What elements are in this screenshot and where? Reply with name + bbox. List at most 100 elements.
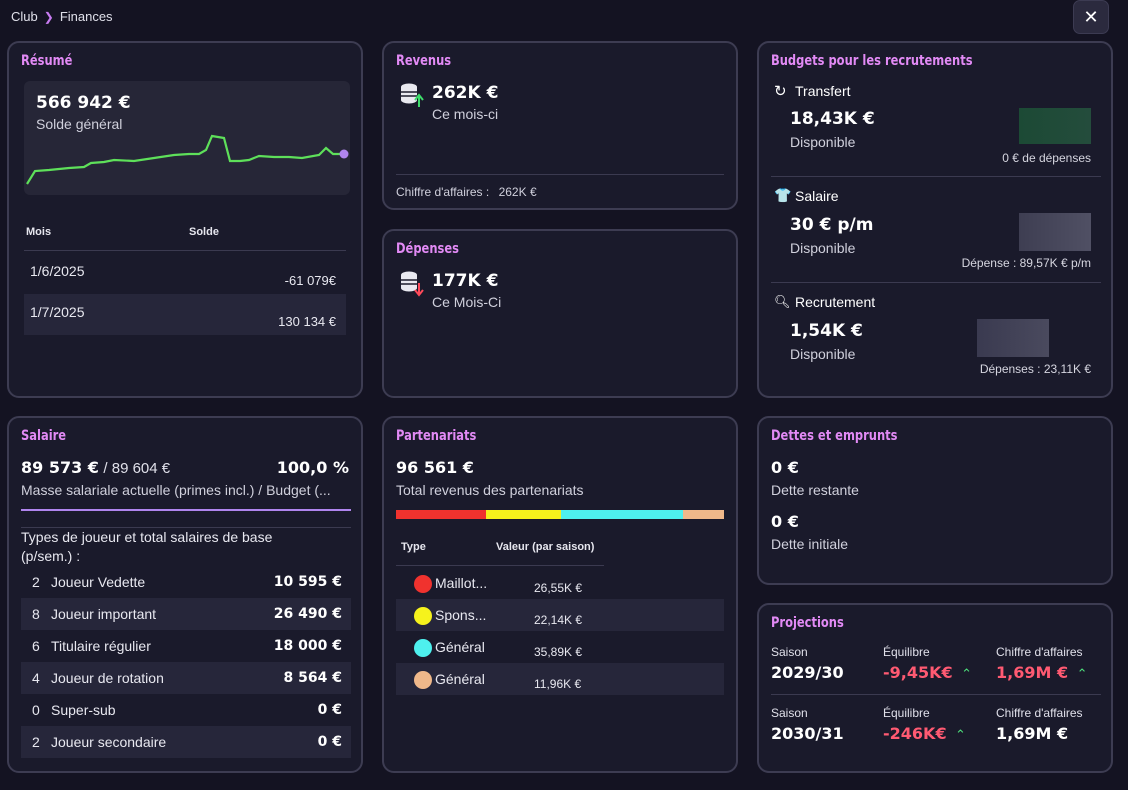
close-button[interactable]: ✕ <box>1073 0 1109 34</box>
debt-initial: 0 € <box>771 512 799 531</box>
resume-row: 1/7/2025 130 134 € <box>24 294 346 335</box>
shirt-icon: 👕 <box>774 187 792 203</box>
partnership-stacked-bar <box>396 510 724 519</box>
depenses-card: Dépenses 177K € Ce Mois-Ci <box>382 229 738 398</box>
breadcrumb-finances: Finances <box>59 9 113 24</box>
general-balance-label: Solde général <box>36 116 123 132</box>
wage-amount: 26 490 € <box>273 606 342 622</box>
partner-value: 22,14K € <box>534 613 583 627</box>
debt-remaining-label: Dette restante <box>771 482 859 498</box>
budget-transfert: ↻ Transfert 18,43K € Disponible 0 € de d… <box>759 79 1111 179</box>
wage-row: 0 Super-sub 0 € <box>21 694 351 726</box>
wage-amount: 10 595 € <box>273 574 342 590</box>
partner-rows: Maillot... 26,55K € Spons... 22,14K € Généra… <box>396 567 724 695</box>
coins-up-icon <box>401 83 424 107</box>
budget-note: Dépenses : 23,11K € <box>979 362 1091 376</box>
wage-progress-fill <box>21 509 351 511</box>
wage-count: 2 <box>32 574 40 590</box>
revenus-period: Ce mois-ci <box>432 106 499 122</box>
wage-percent: 100,0 % <box>276 458 349 477</box>
debt-remaining: 0 € <box>771 458 799 477</box>
partner-type: Général <box>435 671 485 687</box>
projections-title: Projections <box>771 615 844 631</box>
wage-summary: 89 573 € / 89 604 € <box>21 458 170 478</box>
wage-type: Titulaire régulier <box>51 638 151 654</box>
balance-label: Équilibre <box>883 706 930 720</box>
projections-card: Projections Saison 2029/30 Équilibre -9,… <box>757 603 1113 773</box>
refresh-icon: ↻ <box>774 83 787 100</box>
partner-value: 35,89K € <box>534 645 583 659</box>
wage-row: 2 Joueur Vedette 10 595 € <box>21 566 351 598</box>
partnership-bar-segment <box>396 510 487 519</box>
wage-amount: 18 000 € <box>273 638 342 654</box>
wage-count: 2 <box>32 734 40 750</box>
depenses-amount: 177K € <box>432 271 499 291</box>
wage-caption: Masse salariale actuelle (primes incl.) … <box>21 482 331 498</box>
chevron-right-icon: ❯ <box>43 9 54 24</box>
balance-amount: -9,45K€ <box>883 663 953 682</box>
dettes-title: Dettes et emprunts <box>771 428 898 444</box>
wage-row: 4 Joueur de rotation 8 564 € <box>21 662 351 694</box>
revenus-footer: Chiffre d'affaires : 262K € <box>396 185 537 199</box>
budget-name: Transfert <box>795 83 851 99</box>
budget-name: Salaire <box>795 188 839 204</box>
col-value: Valeur (par saison) <box>496 541 595 553</box>
partner-color-dot <box>414 575 432 593</box>
partner-value: 11,96K € <box>534 677 582 691</box>
partenariats-card: Partenariats 96 561 € Total revenus des … <box>382 416 738 773</box>
close-icon: ✕ <box>1083 6 1099 27</box>
resume-title: Résumé <box>21 53 73 69</box>
wage-count: 6 <box>32 638 40 654</box>
revenue-amount: 1,69M € <box>996 724 1069 743</box>
wage-progress-bar <box>21 509 351 511</box>
budget-salaire: 👕 Salaire 30 € p/m Disponible Dépense : … <box>759 187 1111 277</box>
chevron-up-icon: ⌃ <box>961 666 973 681</box>
row-month: 1/6/2025 <box>30 263 85 279</box>
budget-label: Disponible <box>790 240 856 256</box>
partner-type: Général <box>435 639 485 655</box>
partnership-bar-segment <box>561 510 684 519</box>
partner-value: 26,55K € <box>534 581 583 595</box>
revenue-value: 1,69M € ⌃ <box>996 663 1087 683</box>
season-label: Saison <box>771 645 808 659</box>
partenariats-title: Partenariats <box>396 428 477 444</box>
budget-bar <box>1019 108 1091 144</box>
wage-count: 0 <box>32 702 40 718</box>
row-balance: 130 134 € <box>278 314 336 329</box>
partnership-bar-segment <box>486 510 562 519</box>
partner-row: Général 35,89K € <box>396 631 724 663</box>
revenue-label: Chiffre d'affaires <box>996 645 1083 659</box>
partnership-bar-segment <box>683 510 724 519</box>
chevron-up-icon: ⌃ <box>955 727 966 742</box>
top-bar: Club ❯ Finances ✕ <box>0 0 1128 36</box>
breadcrumb-club[interactable]: Club <box>11 9 38 24</box>
partner-color-dot <box>414 671 432 689</box>
season-value: 2029/30 <box>771 663 844 682</box>
season-label: Saison <box>771 706 808 720</box>
budget-note: Dépense : 89,57K € p/m <box>961 256 1091 270</box>
balance-label: Équilibre <box>883 645 930 659</box>
wage-amount: 0 € <box>317 702 342 718</box>
partner-header-divider <box>396 565 604 566</box>
season-value: 2030/31 <box>771 724 844 743</box>
balance-chart-panel: 566 942 € Solde général <box>24 81 350 195</box>
wage-row: 6 Titulaire régulier 18 000 € <box>21 630 351 662</box>
revenue-amount: 1,69M € <box>996 663 1069 682</box>
budget-note: 0 € de dépenses <box>1002 151 1091 165</box>
budget-bar <box>1019 213 1091 251</box>
types-caption: Types de joueur et total salaires de bas… <box>21 529 273 564</box>
projection-row: Saison 2029/30 Équilibre -9,45K€ ⌃ Chiff… <box>759 643 1111 693</box>
projection-row: Saison 2030/31 Équilibre -246K€ ⌃ Chiffr… <box>759 704 1111 754</box>
breadcrumb: Club ❯ Finances <box>11 9 113 24</box>
row-balance: -61 079€ <box>284 273 336 288</box>
resume-header-divider <box>24 250 346 251</box>
magnifier-icon: 🔍︎ <box>774 294 791 309</box>
depenses-title: Dépenses <box>396 241 459 257</box>
debt-initial-label: Dette initiale <box>771 536 849 552</box>
salaire-title: Salaire <box>21 428 67 444</box>
balance-value: -246K€ ⌃ <box>883 724 966 744</box>
budget-amount: 1,54K € <box>790 321 863 341</box>
col-balance: Solde <box>189 226 219 238</box>
revenus-title: Revenus <box>396 53 452 69</box>
wage-type: Joueur important <box>51 606 157 622</box>
